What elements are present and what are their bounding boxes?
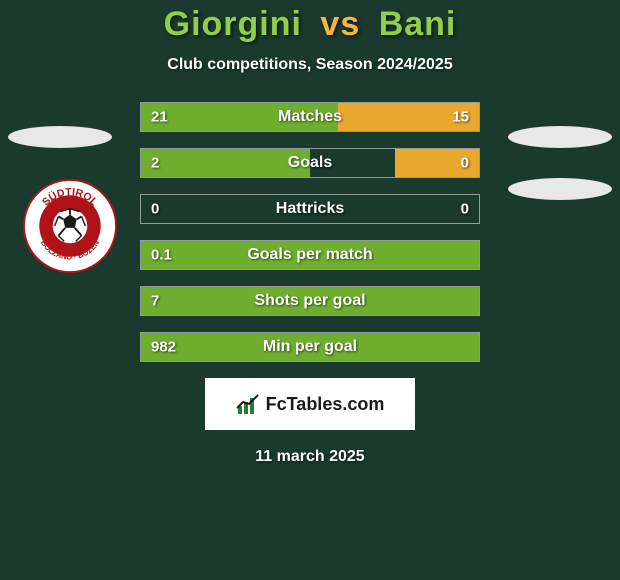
stat-row: 21 Matches 15	[140, 102, 480, 132]
title-vs: vs	[320, 5, 360, 43]
placeholder-ellipse-left	[8, 126, 112, 148]
stat-value-left: 0	[151, 201, 159, 218]
source-logo-text: FcTables.com	[266, 394, 385, 415]
comparison-infographic: Giorgini vs Bani Club competitions, Seas…	[0, 0, 620, 580]
placeholder-ellipse-right-2	[508, 178, 612, 200]
stat-value-right: 15	[452, 109, 469, 126]
stats-list: 21 Matches 15 2 Goals 0 0 Hattricks 0 0.1 Goals pe…	[140, 102, 480, 362]
stat-row: 0.1 Goals per match	[140, 240, 480, 270]
page-title: Giorgini vs Bani	[0, 5, 620, 44]
stat-value-right: 0	[461, 201, 469, 218]
date-label: 11 march 2025	[0, 448, 620, 466]
stat-value-left: 982	[151, 339, 176, 356]
club-badge: SÜDTIROL BOLZANO · BOZEN FC	[22, 178, 118, 274]
badge-fc: FC	[51, 197, 64, 208]
stat-label: Hattricks	[276, 200, 344, 218]
bar-left	[141, 149, 310, 177]
title-player1: Giorgini	[164, 5, 302, 43]
stat-row: 0 Hattricks 0	[140, 194, 480, 224]
stat-value-left: 2	[151, 155, 159, 172]
stat-value-left: 7	[151, 293, 159, 310]
stat-label: Shots per goal	[254, 292, 365, 310]
stat-value-right: 0	[461, 155, 469, 172]
stat-label: Goals per match	[247, 246, 372, 264]
stat-row: 982 Min per goal	[140, 332, 480, 362]
source-logo: FcTables.com	[205, 378, 415, 430]
stat-label: Matches	[278, 108, 342, 126]
stat-label: Goals	[288, 154, 332, 172]
placeholder-ellipse-right-1	[508, 126, 612, 148]
stat-label: Min per goal	[263, 338, 357, 356]
stat-value-left: 0.1	[151, 247, 172, 264]
stat-row: 7 Shots per goal	[140, 286, 480, 316]
stat-value-left: 21	[151, 109, 168, 126]
title-player2: Bani	[379, 5, 457, 43]
stat-row: 2 Goals 0	[140, 148, 480, 178]
subtitle: Club competitions, Season 2024/2025	[0, 56, 620, 74]
chart-icon	[236, 392, 260, 416]
